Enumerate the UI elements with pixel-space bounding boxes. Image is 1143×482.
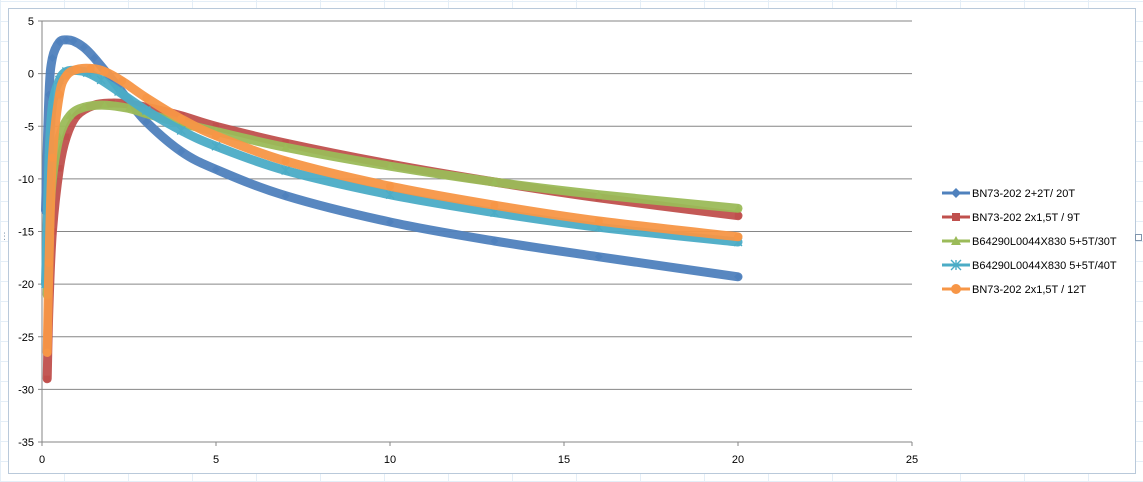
data-point <box>594 216 603 225</box>
data-point <box>176 125 186 135</box>
data-point <box>142 93 151 102</box>
data-point <box>952 213 960 221</box>
legend-item-1[interactable]: BN73-202 2+2T/ 20T <box>942 188 1075 200</box>
x-tick-label: 5 <box>213 454 219 466</box>
legend-label: B64290L0044X830 5+5T/30T <box>972 236 1117 248</box>
resize-handle-right[interactable] <box>1135 234 1142 241</box>
y-tick-label: 0 <box>28 69 34 81</box>
data-point <box>490 201 499 210</box>
data-point <box>100 67 109 76</box>
data-point <box>100 101 109 109</box>
series-5[interactable] <box>42 63 743 357</box>
data-point <box>86 64 95 73</box>
data-point <box>594 190 603 198</box>
data-point <box>385 190 395 200</box>
data-point <box>734 204 742 212</box>
data-point <box>55 90 64 99</box>
data-point <box>63 133 70 140</box>
series-line <box>41 35 743 282</box>
data-point <box>212 165 220 174</box>
data-point <box>211 141 221 151</box>
data-point <box>950 259 962 271</box>
data-point <box>212 123 220 130</box>
data-point <box>73 112 80 119</box>
data-point <box>386 162 394 170</box>
data-point <box>386 182 394 191</box>
data-point <box>79 103 88 111</box>
data-point <box>118 76 127 85</box>
y-tick-label: -30 <box>18 384 34 396</box>
x-tick-label: 15 <box>558 454 570 466</box>
data-point <box>69 36 78 45</box>
data-point <box>177 147 186 156</box>
data-point <box>44 375 51 383</box>
series-1[interactable] <box>41 35 743 282</box>
data-point <box>65 111 74 119</box>
data-point <box>79 43 88 52</box>
data-point <box>141 105 151 115</box>
y-tick-label: -20 <box>18 279 34 291</box>
data-point <box>386 218 394 227</box>
legend-item-2[interactable]: BN73-202 2x1,5T / 9T <box>942 212 1080 224</box>
data-point <box>43 348 52 357</box>
data-point <box>951 188 961 198</box>
y-tick-label: -5 <box>24 121 34 133</box>
legend-label: BN73-202 2x1,5T / 12T <box>972 284 1086 296</box>
data-point <box>734 232 742 241</box>
legend-label: BN73-202 2x1,5T / 9T <box>972 212 1080 224</box>
data-point <box>490 178 499 186</box>
data-point <box>281 156 290 165</box>
legend-item-3[interactable]: B64290L0044X830 5+5T/30T <box>942 236 1117 248</box>
data-point <box>62 35 71 44</box>
data-point <box>281 143 290 151</box>
data-point <box>55 38 64 47</box>
y-tick-label: -15 <box>18 227 34 239</box>
x-tick-label: 25 <box>906 454 918 466</box>
y-tick-label: -35 <box>18 437 34 449</box>
plot-series <box>40 35 743 384</box>
data-point <box>281 165 291 175</box>
data-point <box>48 153 57 162</box>
gridlines <box>42 20 912 443</box>
x-tick-label: 10 <box>384 454 396 466</box>
x-tick-label: 0 <box>39 454 45 466</box>
data-point <box>142 118 151 127</box>
y-tick-label: -25 <box>18 332 34 344</box>
data-point <box>951 284 961 294</box>
legend-label: B64290L0044X830 5+5T/40T <box>972 260 1117 272</box>
series-line <box>42 63 743 357</box>
data-point <box>72 65 81 74</box>
data-point <box>177 114 186 123</box>
data-point <box>96 75 106 85</box>
y-tick-label: -10 <box>18 174 34 186</box>
data-point <box>48 53 57 62</box>
x-tick-label: 20 <box>732 454 744 466</box>
data-point <box>281 191 290 200</box>
legend-item-4[interactable]: B64290L0044X830 5+5T/40T <box>942 259 1117 272</box>
data-point <box>114 87 124 97</box>
data-point <box>212 131 220 140</box>
y-tick-label: 5 <box>28 16 34 28</box>
data-point <box>125 104 133 112</box>
data-point <box>951 236 961 245</box>
series-line <box>42 98 743 384</box>
data-point <box>594 252 603 261</box>
data-point <box>734 272 742 281</box>
data-point <box>90 53 99 62</box>
data-point <box>44 259 53 268</box>
data-point <box>490 236 499 245</box>
legend[interactable]: BN73-202 2+2T/ 20T BN73-202 2x1,5T / 9T B6… <box>942 188 1117 296</box>
data-point <box>56 165 63 172</box>
axes: 5 0 -5 -10 -15 -20 -25 -30 -35 0 5 10 15 20 25 <box>18 16 918 466</box>
data-point <box>734 212 742 219</box>
series-2[interactable] <box>42 98 743 384</box>
legend-item-5[interactable]: BN73-202 2x1,5T / 12T <box>942 284 1086 296</box>
data-point <box>62 71 71 80</box>
legend-label: BN73-202 2+2T/ 20T <box>972 188 1075 200</box>
resize-handle-left[interactable]: ⋮ <box>0 231 9 241</box>
